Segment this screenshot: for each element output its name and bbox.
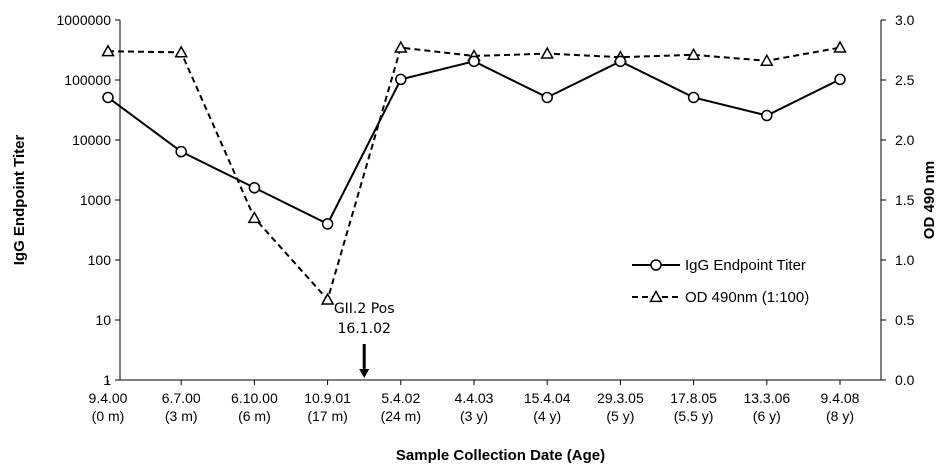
od490-point — [174, 45, 188, 58]
x-tick-label-age: (6 y) — [753, 408, 781, 424]
y-right-tick-label: 2.0 — [895, 132, 915, 148]
y-left-tick-label: 100 — [88, 252, 112, 268]
x-tick-label-age: (3 m) — [165, 408, 198, 424]
od490-point — [247, 210, 262, 224]
legend-label-igg: IgG Endpoint Titer — [685, 257, 806, 274]
x-tick-label-age: (5 y) — [606, 408, 634, 424]
x-tick-label-age: (5.5 y) — [674, 408, 714, 424]
od490-series-line — [107, 46, 841, 302]
x-tick-label-date: 9.4.08 — [821, 390, 860, 406]
od490-point — [394, 40, 408, 53]
x-tick-label-age: (6 m) — [238, 408, 271, 424]
annotation-line1: GII.2 Pos — [334, 301, 395, 317]
x-axis-title: Sample Collection Date (Age) — [396, 447, 605, 464]
od490-point — [320, 292, 335, 305]
x-tick-label-date: 15.4.04 — [524, 390, 571, 406]
igg-point — [687, 91, 700, 104]
x-tick-label-date: 13.3.06 — [743, 390, 790, 406]
od490-point — [833, 40, 847, 53]
igg-point — [175, 145, 187, 158]
chart-axes: 1 10 100 1000 10000 100000 1000000 0.0 0.5 1.0 1.5… — [56, 12, 914, 424]
x-tick-label-date: 10.9.01 — [304, 390, 351, 406]
x-tick-label-age: (0 m) — [92, 408, 125, 424]
igg-point — [321, 218, 334, 230]
y-right-tick-label: 0.0 — [895, 372, 915, 388]
igg-point — [761, 109, 773, 122]
y-right-tick-label: 1.5 — [895, 192, 915, 208]
igg-point — [248, 182, 261, 194]
x-tick-label-date: 29.3.05 — [597, 390, 644, 406]
igg-point — [614, 55, 627, 68]
igg-series-line — [107, 60, 841, 226]
x-tick-label-date: 5.4.02 — [381, 390, 420, 406]
annotation-line2: 16.1.02 — [337, 321, 390, 337]
legend-label-od: OD 490nm (1:100) — [685, 289, 809, 306]
x-tick-label-age: (24 m) — [381, 408, 421, 424]
y-left-tick-label: 100000 — [64, 72, 111, 88]
od490-point — [101, 44, 115, 57]
x-tick-label-date: 4.4.03 — [455, 390, 494, 406]
od490-point — [686, 47, 701, 60]
legend-swatch-od-marker — [649, 289, 663, 303]
x-tick-label-age: (3 y) — [460, 408, 488, 424]
y-left-tick-label: 1000000 — [56, 12, 111, 28]
igg-point — [395, 73, 407, 86]
x-tick-label-age: (17 m) — [307, 408, 347, 424]
y-right-tick-label: 3.0 — [895, 12, 915, 28]
igg-point — [468, 55, 480, 68]
y-left-tick-label: 1 — [103, 372, 111, 388]
x-tick-label-age: (4 y) — [533, 408, 561, 424]
legend-swatch-igg-marker — [650, 259, 662, 271]
y-right-tick-label: 2.5 — [895, 72, 915, 88]
x-tick-label-age: (8 y) — [826, 408, 854, 424]
y-axis-right-title: OD 490 nm — [921, 161, 938, 239]
igg-point — [541, 91, 553, 104]
od490-point — [540, 46, 554, 59]
y-axis-left-title: IgG Endpoint Titer — [11, 135, 28, 266]
x-tick-label-date: 6.10.00 — [231, 390, 278, 406]
annotation: GII.2 Pos 16.1.02 — [334, 301, 395, 378]
y-right-tick-label: 1.0 — [895, 252, 915, 268]
od490-point — [760, 53, 774, 66]
y-left-tick-label: 10 — [95, 312, 111, 328]
x-tick-label-date: 17.8.05 — [670, 390, 717, 406]
y-left-tick-label: 10000 — [72, 132, 111, 148]
annotation-arrow-head — [359, 369, 370, 378]
legend: IgG Endpoint Titer OD 490nm (1:100) — [632, 257, 809, 306]
y-left-tick-label: 1000 — [80, 192, 111, 208]
igg-point — [102, 91, 114, 104]
x-tick-label-date: 6.7.00 — [162, 390, 201, 406]
igg-point — [834, 73, 846, 86]
x-tick-label-date: 9.4.00 — [89, 390, 128, 406]
chart-series — [101, 40, 847, 305]
y-right-tick-label: 0.5 — [895, 312, 915, 328]
